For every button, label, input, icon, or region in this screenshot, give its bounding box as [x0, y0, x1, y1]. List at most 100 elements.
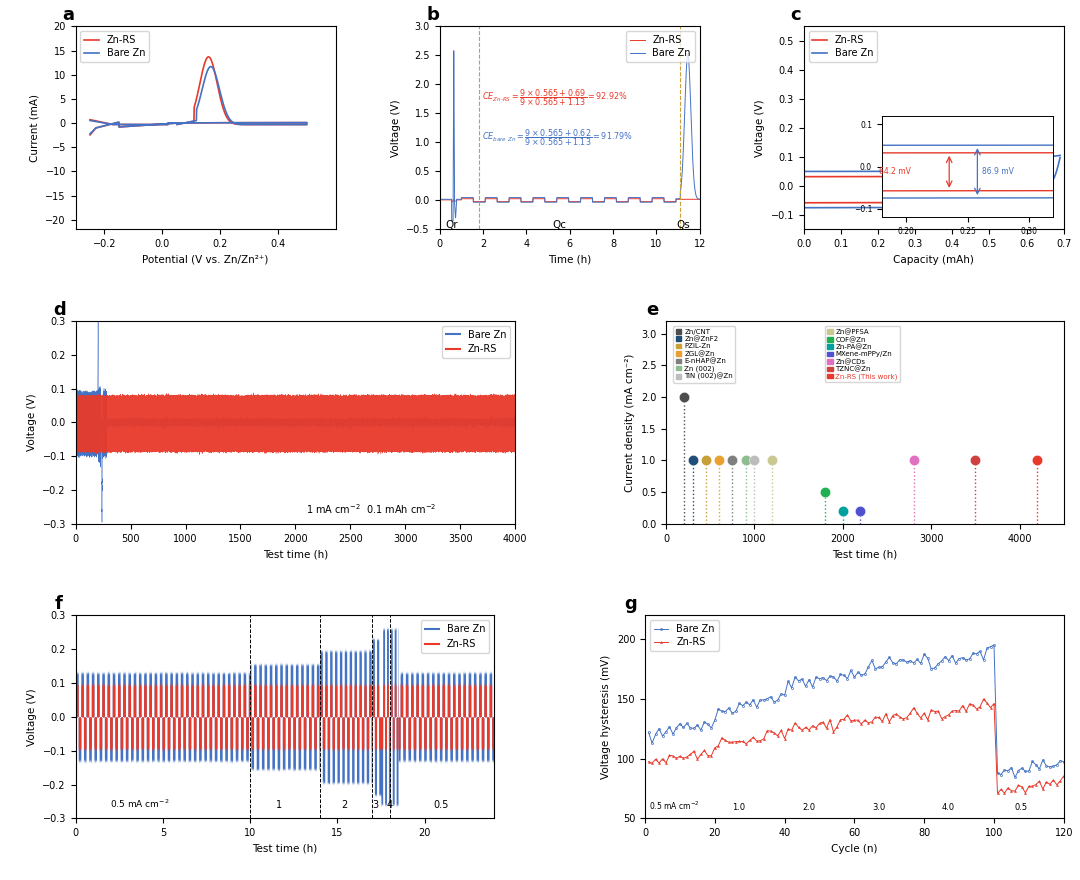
Zn-RS — [818, 172, 831, 182]
Bare Zn — [885, 166, 897, 177]
Zn-RS — [977, 693, 990, 704]
Zn-RS — [69, 392, 82, 402]
Text: c: c — [791, 6, 801, 25]
Zn-RS — [592, 196, 605, 207]
Bare Zn — [111, 120, 124, 130]
Text: 4.0: 4.0 — [942, 803, 955, 812]
Point — [711, 453, 728, 467]
Y-axis label: Voltage (V): Voltage (V) — [27, 393, 37, 451]
Bare Zn — [384, 420, 397, 430]
Text: e: e — [646, 301, 659, 319]
Zn-RS — [991, 788, 1004, 798]
Text: 0.5: 0.5 — [1015, 803, 1028, 812]
Zn-RS — [447, 194, 460, 205]
Bare Zn — [433, 194, 446, 204]
Bare Zn — [1030, 156, 1043, 166]
Zn-RS — [873, 712, 886, 722]
Zn-RS — [433, 194, 446, 205]
Bare Zn — [92, 122, 105, 133]
Bare Zn — [850, 166, 863, 177]
Bare Zn — [509, 418, 522, 429]
Text: Qs: Qs — [676, 220, 690, 230]
Bare Zn — [218, 117, 231, 128]
Bare Zn — [570, 197, 583, 208]
Bare Zn — [566, 197, 579, 208]
Zn-RS — [1040, 163, 1053, 173]
Bare Zn — [1009, 772, 1022, 782]
Y-axis label: Current (mA): Current (mA) — [30, 94, 40, 162]
Point — [967, 453, 984, 467]
Zn-RS — [500, 196, 513, 207]
Zn-RS — [570, 196, 583, 207]
Zn-RS — [928, 707, 941, 717]
Point — [698, 453, 715, 467]
Zn-RS — [111, 120, 124, 130]
Zn-RS — [729, 737, 742, 747]
Bare Zn — [69, 388, 82, 399]
Zn-RS — [926, 172, 939, 182]
Text: 0.5 mA cm$^{-2}$: 0.5 mA cm$^{-2}$ — [110, 798, 170, 810]
Y-axis label: Voltage (V): Voltage (V) — [391, 99, 401, 157]
Zn-RS — [92, 122, 105, 133]
Y-axis label: Current density (mA cm⁻²): Current density (mA cm⁻²) — [625, 353, 635, 492]
X-axis label: Capacity (mAh): Capacity (mAh) — [893, 254, 974, 265]
Text: Qr: Qr — [445, 220, 458, 230]
Zn-RS — [445, 196, 458, 207]
Line: Zn-RS: Zn-RS — [90, 57, 307, 135]
Text: 1 mA cm$^{-2}$  0.1 mAh cm$^{-2}$: 1 mA cm$^{-2}$ 0.1 mAh cm$^{-2}$ — [307, 502, 436, 516]
Zn-RS — [1012, 171, 1025, 181]
Text: 2: 2 — [341, 800, 347, 810]
Zn-RS — [455, 194, 468, 204]
Bare Zn — [643, 727, 656, 737]
Legend: Zn-RS, Bare Zn: Zn-RS, Bare Zn — [809, 32, 877, 62]
Legend: Zn@PFSA, COF@Zn, Zn-PA@Zn, MXene-mPPy/Zn, Zn@CDs, TZNC@Zn, Zn-RS (This work): Zn@PFSA, COF@Zn, Zn-PA@Zn, MXene-mPPy/Zn… — [825, 326, 901, 383]
Bare Zn — [83, 115, 96, 126]
Zn-RS — [428, 446, 441, 457]
Y-axis label: Voltage hysteresis (mV): Voltage hysteresis (mV) — [602, 655, 611, 779]
Bare Zn — [83, 128, 96, 139]
Point — [764, 453, 781, 467]
Legend: Bare Zn, Zn-RS: Bare Zn, Zn-RS — [442, 326, 511, 358]
Zn-RS — [797, 172, 810, 182]
Text: 1.0: 1.0 — [732, 803, 745, 812]
Bare Zn — [1054, 150, 1067, 161]
Zn-RS — [1029, 165, 1042, 175]
Zn-RS — [384, 445, 397, 456]
Point — [675, 390, 692, 404]
Text: 0.5 mA cm$^{-2}$: 0.5 mA cm$^{-2}$ — [649, 800, 699, 812]
Text: 1: 1 — [276, 800, 282, 810]
Legend: Bare Zn, Zn-RS: Bare Zn, Zn-RS — [650, 620, 718, 651]
Zn-RS — [472, 196, 485, 207]
Zn-RS — [754, 736, 767, 746]
Zn-RS — [476, 392, 489, 402]
Bare Zn — [476, 415, 489, 426]
Line: Bare Zn: Bare Zn — [648, 644, 1065, 779]
Zn-RS — [218, 117, 231, 128]
X-axis label: Test time (h): Test time (h) — [833, 549, 897, 559]
Bare Zn — [873, 662, 886, 672]
Point — [905, 453, 922, 467]
Bare Zn — [955, 166, 968, 177]
Bare Zn — [120, 415, 133, 426]
Line: Bare Zn: Bare Zn — [90, 67, 307, 134]
Bare Zn — [472, 197, 485, 208]
Zn-RS — [693, 194, 706, 204]
Point — [746, 453, 764, 467]
Bare Zn — [693, 194, 706, 204]
Line: Zn-RS: Zn-RS — [76, 393, 515, 455]
Bare Zn — [754, 694, 767, 705]
Point — [724, 453, 741, 467]
Legend: Bare Zn, Zn-RS: Bare Zn, Zn-RS — [421, 620, 489, 653]
X-axis label: Test time (h): Test time (h) — [253, 844, 318, 854]
Point — [816, 485, 834, 499]
Bare Zn — [428, 413, 441, 423]
Zn-RS — [280, 120, 293, 130]
Zn-RS — [1057, 771, 1070, 781]
Bare Zn — [280, 120, 293, 130]
Text: g: g — [624, 595, 637, 613]
Zn-RS — [193, 450, 206, 460]
Text: $CE_{Zn\text{-}RS}=\dfrac{9\times0.565+0.69}{9\times0.565+1.13}=92.92\%$: $CE_{Zn\text{-}RS}=\dfrac{9\times0.565+0… — [482, 87, 627, 108]
Zn-RS — [831, 172, 843, 182]
Bare Zn — [500, 197, 513, 208]
Bare Zn — [204, 62, 217, 72]
